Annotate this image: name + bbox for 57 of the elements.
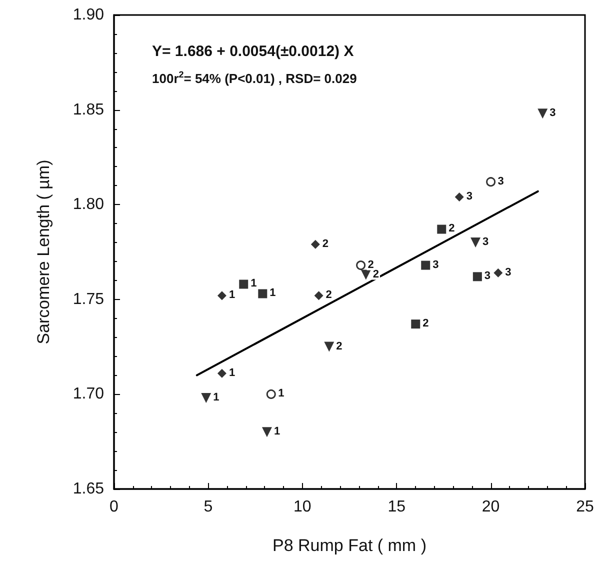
point [472, 272, 482, 282]
y-tick-label: 1.90 [72, 6, 104, 24]
x-tick-label: 20 [482, 498, 500, 516]
point [470, 238, 481, 248]
point [324, 342, 334, 352]
point [411, 320, 420, 329]
x-tick-label: 15 [388, 498, 406, 516]
point [356, 260, 366, 270]
point [454, 192, 464, 202]
annotation: 3 [484, 270, 491, 282]
point [538, 108, 548, 119]
point [494, 268, 503, 278]
annotation: Y= 1.686 + 0.0054(±0.0012) X [152, 43, 354, 60]
point [486, 177, 496, 187]
point [201, 392, 212, 403]
annotation: 1 [278, 388, 284, 400]
x-tick-label: 5 [204, 498, 213, 516]
y-tick-label: 1.75 [72, 290, 104, 308]
annotation: 3 [466, 190, 472, 203]
annotation: 2 [336, 340, 342, 352]
annotation: 1 [228, 289, 236, 302]
point [239, 280, 248, 289]
annotation: 2 [448, 222, 455, 235]
x-tick-label: 25 [576, 498, 594, 516]
point [266, 389, 276, 399]
y-tick-label: 1.80 [72, 196, 104, 214]
annotation: 3 [550, 107, 556, 120]
point [360, 270, 371, 280]
x-axis-title: P8 Rump Fat ( mm ) [272, 536, 426, 555]
y-tick-label: 1.85 [72, 101, 104, 118]
annotation: 3 [432, 258, 439, 271]
annotation: 3 [505, 266, 512, 278]
point [314, 291, 324, 300]
annotation: 1 [270, 287, 276, 300]
point [262, 427, 272, 438]
point [437, 224, 446, 234]
y-tick-label: 1.65 [72, 480, 104, 498]
annotation: 2 [372, 268, 380, 280]
y-tick-label: 1.70 [72, 386, 104, 403]
x-tick-label: 0 [110, 498, 119, 516]
annotation: 2 [368, 258, 374, 271]
annotation: 2 [322, 238, 329, 250]
annotation: 3 [482, 236, 489, 248]
annotation: 2 [326, 289, 332, 302]
point [421, 260, 430, 270]
annotation: 1 [274, 426, 280, 438]
annotation: 1 [228, 366, 236, 379]
annotation: 2 [422, 318, 429, 330]
annotation: 1 [213, 391, 220, 404]
point [310, 240, 320, 249]
annotation: 3 [498, 175, 504, 188]
point [217, 291, 226, 300]
point [217, 368, 226, 378]
annotation: 1 [250, 278, 257, 290]
x-tick-label: 10 [294, 498, 312, 516]
point [258, 289, 268, 298]
y-axis-title: Sarcomere Length ( µm) [34, 160, 53, 344]
